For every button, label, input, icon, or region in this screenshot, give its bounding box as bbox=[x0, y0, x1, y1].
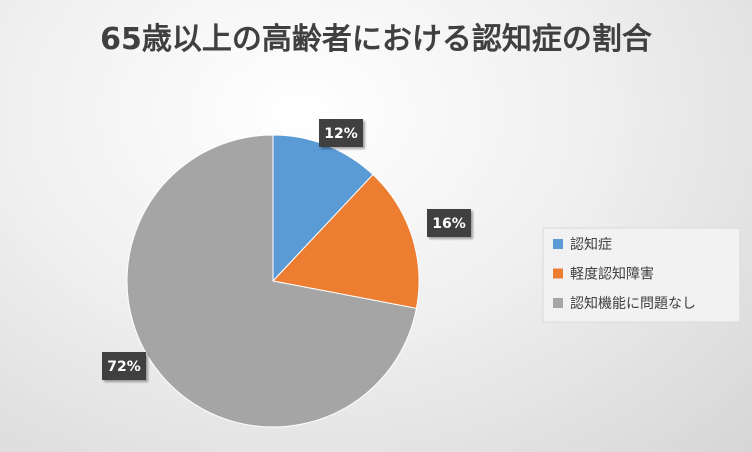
legend-label: 認知症 bbox=[570, 236, 612, 253]
data-label: 16% bbox=[432, 216, 466, 232]
legend-label: 軽度認知障害 bbox=[570, 266, 654, 283]
pie-slice bbox=[126, 134, 417, 428]
legend-swatch bbox=[553, 239, 563, 249]
legend-box bbox=[542, 227, 741, 323]
legend-swatch bbox=[553, 298, 563, 308]
legend-label: 認知機能に問題なし bbox=[570, 295, 696, 312]
pie-slice bbox=[272, 173, 420, 309]
legend-swatch bbox=[553, 268, 563, 279]
data-label: 72% bbox=[107, 359, 141, 375]
chart-title: 65歳以上の高齢者における認知症の割合 bbox=[100, 22, 652, 57]
data-label-box bbox=[319, 119, 363, 147]
data-label-box bbox=[427, 209, 471, 237]
data-label: 12% bbox=[324, 126, 358, 142]
data-label-box bbox=[102, 352, 146, 380]
